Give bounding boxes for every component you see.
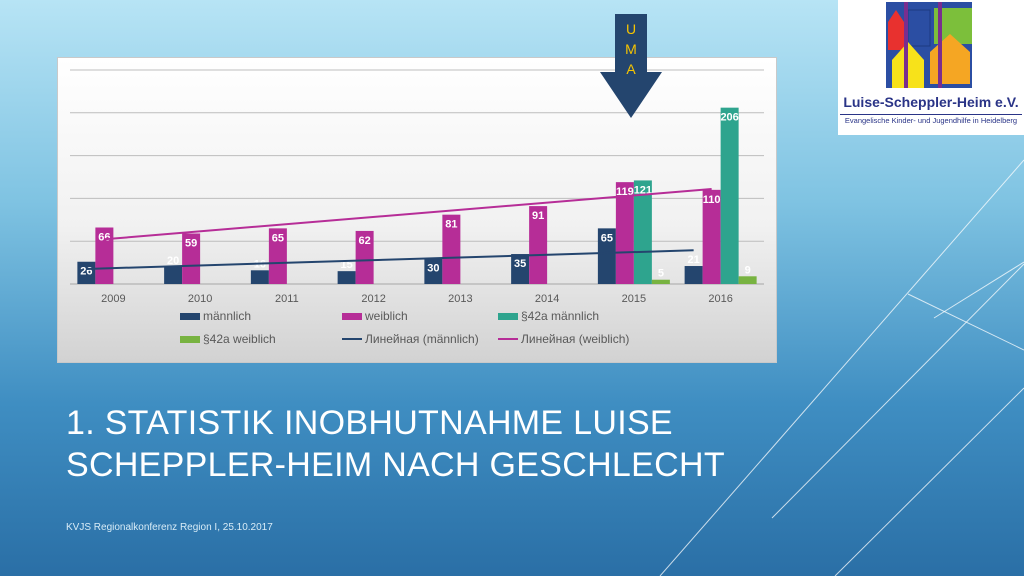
legend-label: männlich [203, 309, 251, 323]
legend-label: §42a männlich [521, 309, 599, 323]
legend-swatch [180, 313, 200, 320]
logo: Luise-Scheppler-Heim e.V. Evangelische K… [838, 0, 1024, 135]
bar [95, 227, 114, 284]
data-label: 35 [514, 258, 526, 270]
data-label: 9 [745, 264, 751, 276]
houses-logo-icon [886, 2, 972, 88]
bar [720, 107, 739, 284]
legend-label: weiblich [364, 309, 408, 323]
data-label: 26 [80, 266, 92, 278]
legend-swatch [180, 336, 200, 343]
uma-arrow-icon: U M A [600, 14, 662, 118]
x-tick-label: 2014 [535, 293, 559, 305]
legend-swatch [342, 313, 362, 320]
x-tick-label: 2010 [188, 293, 212, 305]
data-label: 65 [272, 232, 284, 244]
bar [337, 271, 356, 284]
slide-footer: KVJS Regionalkonferenz Region I, 25.10.2… [66, 522, 273, 533]
bar [511, 254, 530, 284]
bar [651, 279, 670, 284]
x-tick-label: 2012 [361, 293, 385, 305]
x-tick-label: 2013 [448, 293, 472, 305]
data-label: 81 [445, 219, 457, 231]
legend-swatch [498, 313, 518, 320]
bar [615, 182, 634, 284]
chart-panel: 2620161530356521665965628191119110121206… [57, 57, 777, 363]
data-label: 206 [720, 112, 738, 124]
data-label: 15 [341, 259, 353, 271]
data-label: 21 [688, 254, 700, 266]
trendline [86, 249, 694, 270]
bar [355, 230, 374, 284]
logo-title: Luise-Scheppler-Heim e.V. [843, 94, 1019, 110]
bar [738, 276, 757, 284]
data-label: 65 [601, 232, 613, 244]
bar [529, 206, 548, 284]
trendline [104, 187, 712, 241]
uma-letter: U [626, 21, 636, 37]
bar [164, 266, 183, 284]
bar [250, 270, 269, 284]
data-label: 5 [658, 268, 664, 280]
x-tick-label: 2015 [622, 293, 646, 305]
data-label: 66 [98, 232, 110, 244]
data-label: 110 [703, 194, 721, 206]
x-tick-label: 2016 [708, 293, 732, 305]
legend-label: Линейная (weiblich) [521, 332, 629, 346]
legend-label: §42a weiblich [203, 332, 276, 346]
x-tick-label: 2011 [275, 293, 299, 305]
bar [268, 228, 287, 284]
data-label: 62 [359, 235, 371, 247]
uma-letter: A [626, 61, 636, 77]
bar [442, 214, 461, 284]
uma-letter: M [625, 41, 637, 57]
data-label: 59 [185, 237, 197, 249]
legend-label: Линейная (männlich) [365, 332, 479, 346]
data-label: 91 [532, 210, 544, 222]
data-label: 30 [427, 262, 439, 274]
data-label: 20 [167, 255, 179, 267]
logo-subtitle: Evangelische Kinder- und Jugendhilfe in … [844, 116, 1018, 125]
bar [424, 258, 443, 284]
bar-chart: 2620161530356521665965628191119110121206… [70, 69, 764, 346]
bar [77, 261, 96, 284]
bar [182, 233, 201, 284]
logo-divider [840, 114, 1022, 115]
bar [684, 266, 703, 284]
slide-title: 1. Statistik Inobhutnahme Luise Schepple… [66, 404, 725, 484]
bar [633, 180, 652, 284]
bar [597, 228, 616, 284]
x-tick-label: 2009 [101, 293, 125, 305]
bar [702, 189, 721, 284]
